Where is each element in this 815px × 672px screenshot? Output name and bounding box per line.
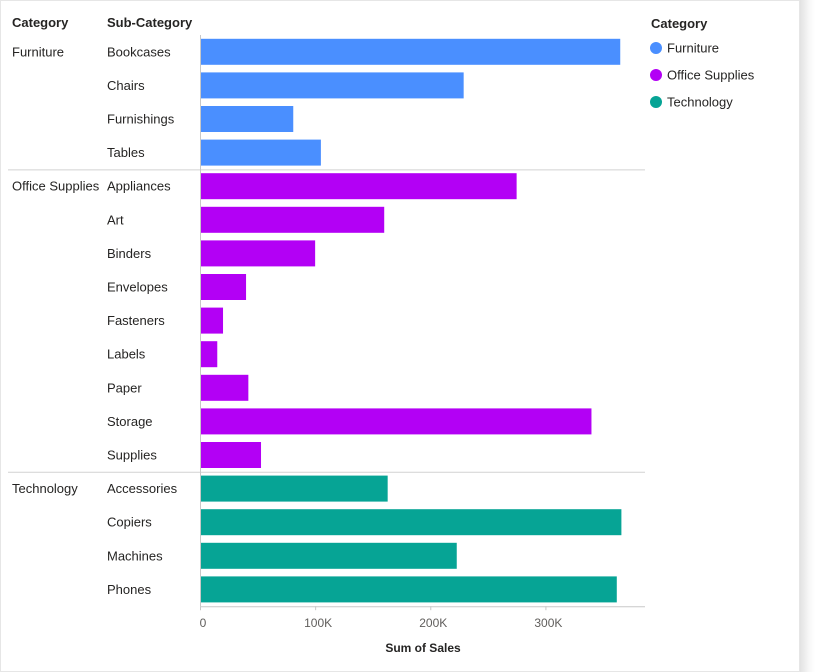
legend-title: Category [651,16,708,31]
bar-supplies[interactable] [200,442,262,468]
category-group-technology: Technology Accessories Copiers Machines Phon… [12,475,622,603]
bar-paper[interactable] [200,374,249,401]
legend-item-office-supplies[interactable]: Office Supplies [650,68,755,83]
bar-phones[interactable] [200,576,617,603]
subcategory-label: Storage [107,414,153,429]
subcategory-label: Binders [107,246,152,261]
bar-binders[interactable] [200,240,316,267]
panel-shadow [800,0,815,672]
legend-marker [650,42,662,54]
bar-appliances[interactable] [200,173,517,200]
subcategory-label: Appliances [107,179,171,194]
category-group-office-supplies: Office Supplies Appliances Art Binders Envel… [8,173,645,473]
legend-item-technology[interactable]: Technology [650,95,733,110]
legend-marker [650,96,662,108]
subcategory-label: Accessories [107,481,178,496]
category-label: Office Supplies [12,179,100,194]
bar-copiers[interactable] [200,509,622,536]
subcategory-header: Sub-Category [107,15,193,30]
x-tick-label: 100K [304,616,332,630]
bar-accessories[interactable] [200,475,388,502]
category-header: Category [12,15,69,30]
legend-marker [650,69,662,81]
bar-machines[interactable] [200,542,457,569]
bar-chairs[interactable] [200,72,464,99]
subcategory-label: Labels [107,347,146,362]
legend-item-furniture[interactable]: Furniture [650,41,719,56]
subcategory-label: Phones [107,582,152,597]
bar-labels[interactable] [200,341,218,368]
x-tick-label: 200K [419,616,447,630]
subcategory-label: Supplies [107,448,157,463]
category-group-furniture: Furniture Bookcases Chairs Furnishings Table… [8,38,645,171]
bar-fasteners[interactable] [200,307,224,334]
subcategory-label: Bookcases [107,44,171,59]
bar-envelopes[interactable] [200,274,247,300]
subcategory-label: Chairs [107,78,145,93]
legend-label: Office Supplies [667,68,755,83]
category-label: Technology [12,481,78,496]
subcategory-label: Fasteners [107,313,165,328]
legend-label: Furniture [667,41,719,56]
category-label: Furniture [12,44,64,59]
subcategory-label: Paper [107,380,142,395]
subcategory-label: Copiers [107,515,152,530]
x-tick-label: 300K [534,616,562,630]
x-axis-title: Sum of Sales [385,641,461,655]
x-tick-label: 0 [200,616,207,630]
subcategory-label: Machines [107,548,163,563]
subcategory-label: Art [107,212,124,227]
subcategory-label: Envelopes [107,280,168,295]
subcategory-label: Tables [107,145,145,160]
subcategory-label: Furnishings [107,112,175,127]
bar-bookcases[interactable] [200,38,621,65]
bar-art[interactable] [200,206,385,233]
bar-tables[interactable] [200,139,321,166]
bar-furnishings[interactable] [200,106,294,132]
bar-storage[interactable] [200,408,592,435]
legend-label: Technology [667,95,733,110]
